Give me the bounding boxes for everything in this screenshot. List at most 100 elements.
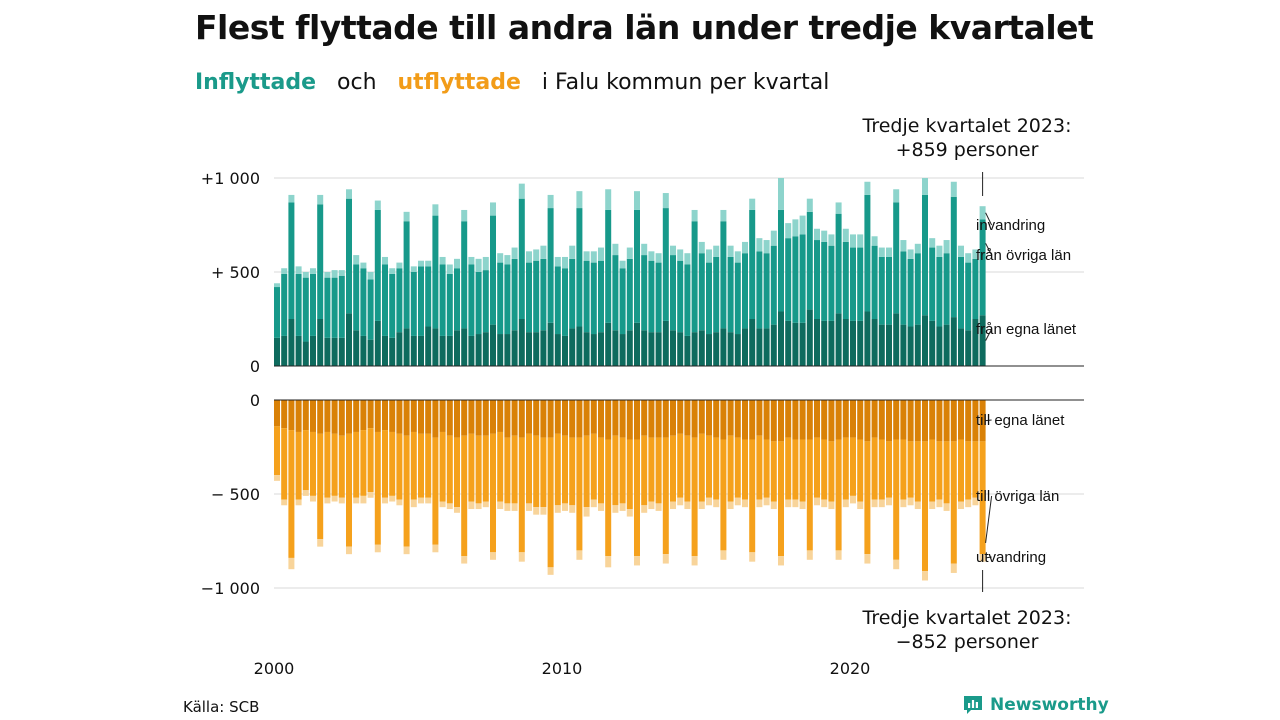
bar-in-immigration: [425, 260, 432, 267]
bar-in-own-county: [814, 319, 820, 366]
bar-in-other-counties: [590, 262, 597, 335]
bar-out-emigration: [310, 495, 316, 502]
bar-out-emigration: [943, 503, 950, 511]
bar-out-own-county: [785, 400, 792, 438]
bar-out-emigration: [590, 499, 597, 508]
bar-out-own-county: [648, 400, 655, 438]
annotation-bottom-line2: −852 personer: [895, 631, 1039, 653]
bar-out-emigration: [511, 503, 518, 511]
bar-in-other-counties: [778, 209, 784, 312]
bar-in-immigration: [670, 245, 676, 256]
bar-out-other-counties: [468, 433, 475, 502]
brand: Newsworthy: [962, 694, 1109, 716]
bar-out-other-counties: [907, 441, 914, 498]
segment-label-till-ovriga-lan-leader: [985, 495, 993, 543]
bar-in-other-counties: [670, 255, 676, 331]
bar-in-immigration: [655, 253, 662, 263]
bar-out-other-counties: [850, 437, 856, 496]
y-tick-label: 0: [250, 391, 260, 410]
bar-out-emigration: [576, 550, 583, 560]
bar-out-own-county: [749, 400, 756, 440]
bar-out-own-county: [778, 400, 784, 442]
bar-in-immigration: [353, 255, 360, 265]
bar-out-other-counties: [360, 430, 367, 496]
bar-in-immigration: [346, 189, 352, 199]
bar-in-immigration: [533, 249, 540, 261]
bar-in-immigration: [677, 249, 684, 261]
bar-out-own-county: [389, 400, 396, 432]
bar-in-immigration: [943, 240, 950, 254]
bar-in-own-county: [526, 332, 532, 366]
bar-in-own-county: [338, 337, 345, 366]
bar-out-own-county: [598, 400, 604, 438]
bar-in-immigration: [598, 247, 604, 261]
bar-in-other-counties: [871, 245, 878, 319]
bar-out-other-counties: [583, 435, 590, 508]
bar-out-other-counties: [511, 435, 518, 504]
bar-in-other-counties: [821, 241, 828, 321]
bar-out-emigration: [490, 552, 496, 560]
bar-out-emigration: [396, 499, 403, 506]
bar-in-immigration: [907, 249, 914, 259]
bar-in-other-counties: [792, 236, 799, 323]
bar-in-own-county: [475, 334, 482, 366]
bar-out-own-county: [367, 400, 374, 429]
bar-out-other-counties: [893, 439, 900, 560]
bar-out-other-counties: [842, 437, 849, 500]
bar-in-immigration: [691, 209, 698, 222]
bar-in-other-counties: [749, 209, 756, 319]
bar-out-other-counties: [763, 439, 770, 498]
bar-out-other-counties: [382, 430, 388, 498]
bar-out-other-counties: [504, 437, 511, 504]
bar-out-emigration: [547, 567, 554, 575]
bar-out-emigration: [446, 503, 453, 510]
bar-in-immigration: [785, 223, 792, 239]
bar-in-own-county: [641, 330, 648, 366]
bar-out-own-county: [950, 400, 957, 442]
bar-out-own-county: [317, 400, 324, 434]
bar-out-emigration: [410, 499, 417, 508]
bar-in-own-county: [590, 334, 597, 366]
bar-out-own-county: [583, 400, 590, 436]
bar-out-own-county: [540, 400, 547, 438]
bar-out-other-counties: [554, 433, 561, 506]
bar-in-other-counties: [439, 264, 446, 336]
bar-in-own-county: [778, 311, 784, 366]
bar-in-other-counties: [518, 198, 525, 319]
bar-out-emigration: [842, 499, 849, 508]
bar-in-other-counties: [504, 264, 511, 335]
bar-out-emigration: [806, 550, 813, 560]
bar-in-other-counties: [310, 273, 316, 336]
bar-out-other-counties: [770, 441, 777, 502]
bar-out-own-county: [439, 400, 446, 432]
bar-out-own-county: [655, 400, 662, 438]
bar-out-emigration: [864, 554, 871, 564]
bar-in-own-county: [792, 322, 799, 366]
bar-out-own-county: [886, 400, 892, 442]
bar-out-emigration: [785, 499, 792, 508]
bar-in-own-county: [274, 337, 280, 366]
bar-out-own-county: [864, 400, 871, 442]
bar-out-own-county: [662, 400, 669, 438]
bar-out-emigration: [886, 497, 892, 506]
bar-in-own-county: [943, 324, 950, 366]
bar-out-other-counties: [562, 435, 568, 504]
bar-in-own-county: [720, 328, 727, 366]
bar-out-emigration: [634, 556, 640, 566]
bar-in-own-county: [533, 332, 540, 366]
bar-out-other-counties: [878, 439, 885, 500]
bar-in-own-county: [518, 319, 525, 366]
bar-out-other-counties: [295, 431, 302, 500]
bar-out-own-county: [626, 400, 633, 440]
bar-out-own-county: [958, 400, 964, 440]
bar-out-emigration: [482, 501, 489, 508]
bar-out-emigration: [569, 505, 576, 513]
bar-in-immigration: [360, 262, 367, 269]
bar-out-other-counties: [605, 439, 612, 557]
bar-in-own-county: [598, 332, 604, 366]
bar-out-own-county: [756, 400, 763, 436]
bar-in-own-county: [670, 330, 676, 366]
bar-out-emigration: [922, 571, 928, 581]
bar-in-other-counties: [706, 262, 712, 335]
